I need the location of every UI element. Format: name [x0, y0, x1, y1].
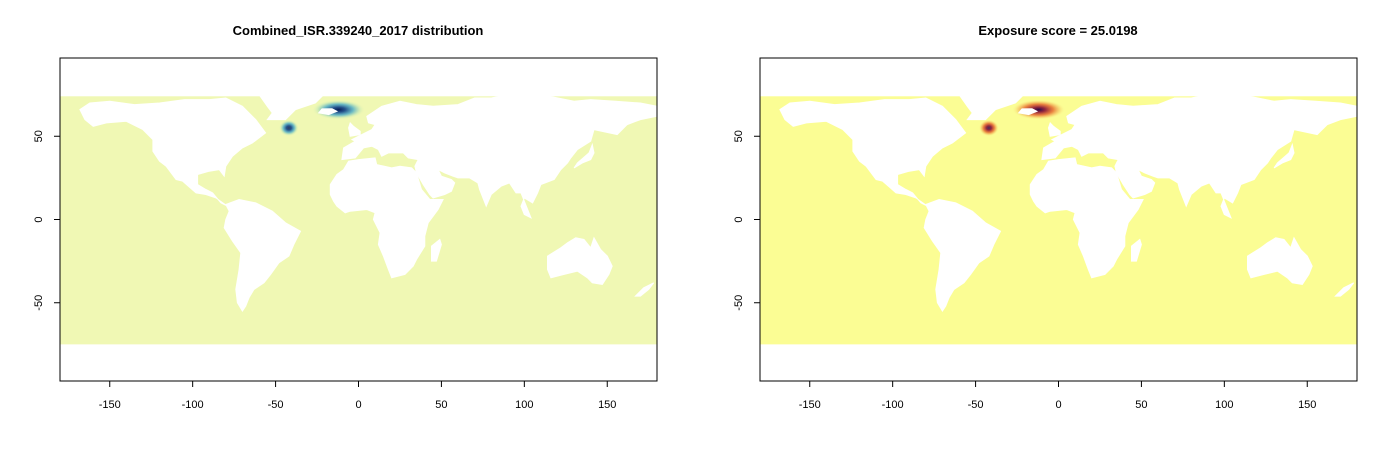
- plot-area: [760, 80, 1357, 345]
- land-greenland: [240, 80, 326, 121]
- x-tick-label: 50: [1135, 399, 1147, 411]
- x-tick-label: -100: [182, 399, 204, 411]
- panel-2: Exposure score = 25.0198 -150 -100 -50 0 50 10…: [733, 23, 1358, 411]
- x-tick-label: 0: [1055, 399, 1061, 411]
- x-tick-label: -100: [882, 399, 904, 411]
- x-tick-label: -50: [268, 399, 284, 411]
- x-tick-label: 0: [355, 399, 361, 411]
- hotspot-2: [978, 119, 999, 137]
- x-tick-label: -50: [968, 399, 984, 411]
- land-africa: [329, 157, 444, 279]
- land-madagascar: [431, 238, 442, 262]
- x-tick-label: 100: [1215, 399, 1233, 411]
- hotspot-1: [1012, 99, 1066, 120]
- land-eurasia: [341, 90, 657, 219]
- land-eurasia: [1041, 90, 1357, 219]
- land-south-america: [223, 198, 302, 313]
- land-australia: [1247, 236, 1313, 285]
- land-new-zealand: [1334, 282, 1355, 297]
- land-north-america: [79, 97, 267, 207]
- y-tick-label: -50: [733, 295, 745, 311]
- x-tick-label: 50: [435, 399, 447, 411]
- hotspot-1: [312, 99, 366, 120]
- y-tick-label: 0: [733, 216, 745, 222]
- y-tick-label: -50: [33, 295, 45, 311]
- x-tick-label: 150: [1298, 399, 1316, 411]
- land-iceland: [317, 108, 339, 116]
- y-tick-label: 0: [33, 216, 45, 222]
- land-new-zealand: [634, 282, 655, 297]
- x-tick-label: -150: [99, 399, 121, 411]
- land-japan: [573, 142, 595, 169]
- land-greenland: [940, 80, 1026, 121]
- plot-area: [60, 80, 657, 345]
- chart-title: Combined_ISR.339240_2017 distribution: [233, 23, 484, 38]
- panel-1: Combined_ISR.339240_2017 distribution -15…: [33, 23, 658, 411]
- land-iceland: [1017, 108, 1039, 116]
- land-madagascar: [1131, 238, 1142, 262]
- x-tick-label: 100: [515, 399, 533, 411]
- land-africa: [1029, 157, 1144, 279]
- y-tick-label: 50: [33, 130, 45, 142]
- land-australia: [547, 236, 613, 285]
- y-tick-label: 50: [733, 130, 745, 142]
- x-tick-label: 150: [598, 399, 616, 411]
- chart-title: Exposure score = 25.0198: [978, 23, 1137, 38]
- land-north-america: [779, 97, 967, 207]
- land-japan: [1273, 142, 1295, 169]
- x-tick-label: -150: [799, 399, 821, 411]
- land-south-america: [923, 198, 1002, 313]
- hotspot-2: [278, 119, 299, 137]
- land-uk: [348, 121, 361, 137]
- land-uk: [1047, 121, 1061, 137]
